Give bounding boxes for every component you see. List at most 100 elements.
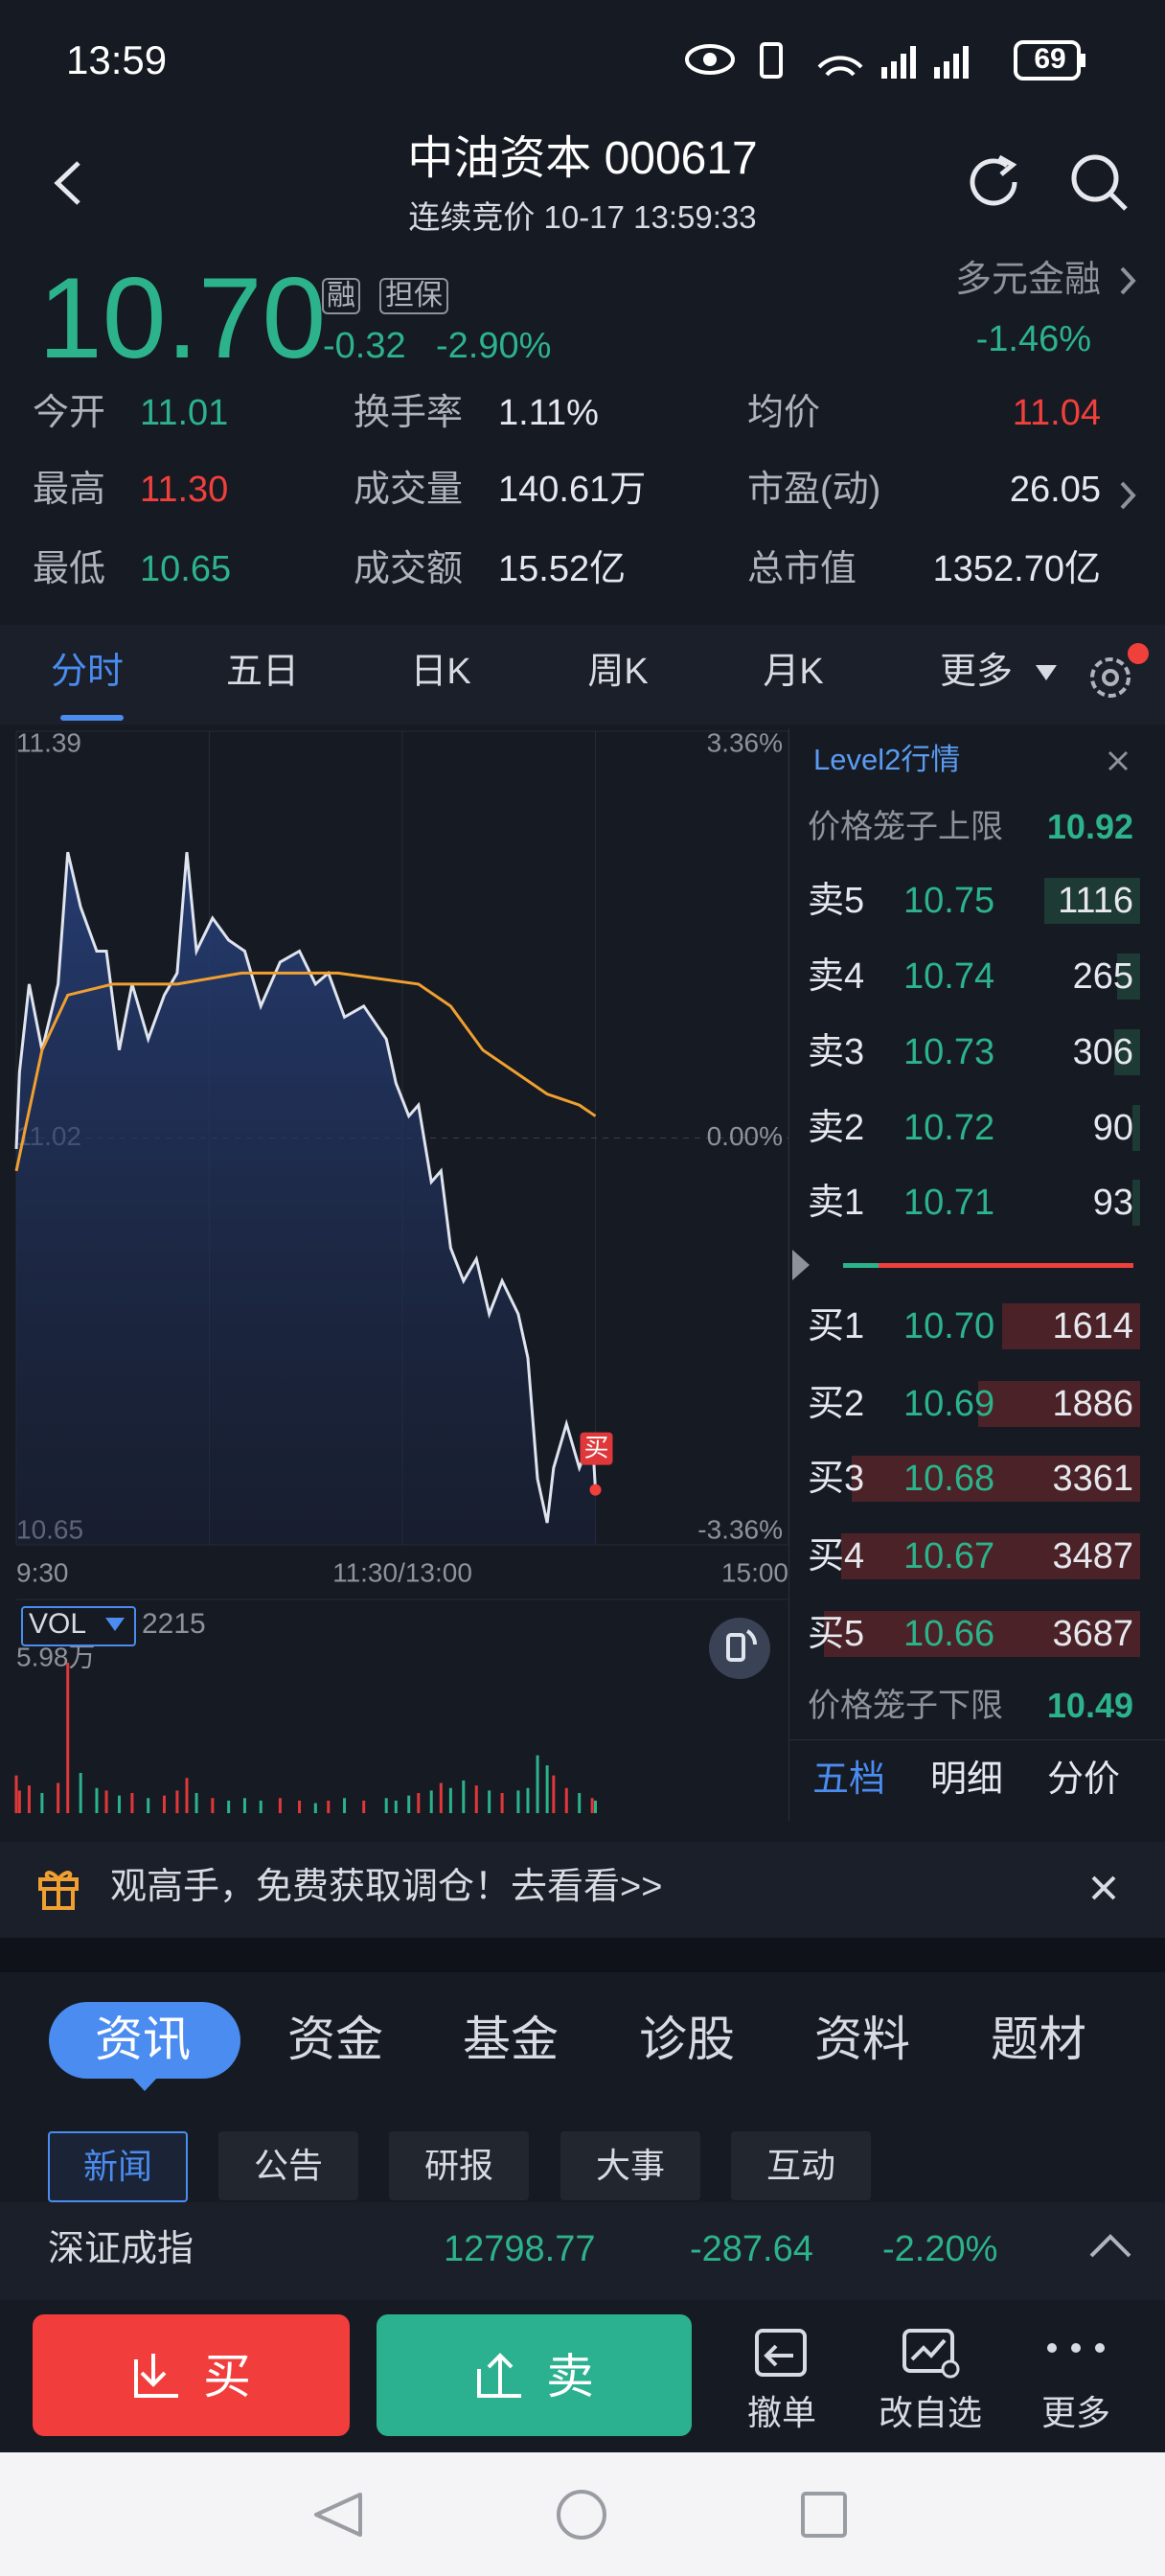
volume-bar [130,1792,134,1813]
buy-button[interactable] [33,2314,350,2436]
news-subtab[interactable]: 公告 [218,2131,358,2200]
close-button[interactable] [1107,749,1130,772]
chart-tab[interactable]: 分时 [50,652,124,692]
volume-bar [57,1782,60,1813]
volume-bar [242,1798,246,1813]
vol-selector[interactable] [21,1606,136,1646]
volume-bar [474,1785,478,1813]
back-button[interactable] [50,159,88,207]
order-label: 买2 [808,1384,865,1424]
news-subtab[interactable]: 互动 [731,2131,871,2200]
volume-bar [1044,878,1140,924]
y-tick-label: 11.39 [16,727,81,757]
rotate-button[interactable] [707,1616,774,1683]
volume-bar [14,1775,18,1813]
vol-value: 2215 [142,1608,206,1640]
news-tab[interactable]: 题材 [991,2012,1086,2066]
action-label[interactable]: 改自选 [878,2393,982,2432]
action-label[interactable]: 撤单 [746,2393,816,2432]
settings-button[interactable] [1083,643,1165,705]
order-price: 10.75 [903,881,995,921]
stat-label: 今开 [33,393,106,433]
close-button[interactable] [1090,1874,1117,1901]
stat-label: 成交量 [354,470,464,510]
chart-tab[interactable]: 日K [410,652,471,692]
order-price: 10.69 [903,1384,995,1424]
stat-label: 最高 [33,470,106,510]
order-price: 10.70 [903,1306,995,1346]
sector-link[interactable]: 多元金融 [954,260,1101,300]
chart-tab[interactable]: 月K [763,652,824,692]
order-volume: 3487 [1052,1536,1133,1576]
price-limit-label: 价格笼子上限 [808,809,1003,845]
order-price: 10.74 [903,956,995,997]
stat-label: 成交额 [354,549,464,589]
refresh-button[interactable] [963,151,1024,213]
order-label: 买1 [808,1306,865,1346]
news-subtab[interactable]: 研报 [389,2131,529,2200]
order-volume: 3687 [1052,1614,1133,1654]
orderbook-tab[interactable]: 明细 [930,1760,1004,1800]
news-tab[interactable]: 资讯 [95,2012,191,2066]
stat-value: 140.61万 [498,470,647,510]
order-label: 买5 [808,1614,865,1654]
news-subtab[interactable]: 大事 [560,2131,700,2200]
index-bar[interactable] [0,2202,1165,2300]
stat-value: 11.01 [140,393,229,433]
sell-label: 卖 [546,2350,594,2404]
volume-bar [1131,1105,1140,1151]
index-name: 深证成指 [48,2229,194,2269]
volume-bar [552,1775,556,1813]
chevron [1120,266,1136,295]
volume-bar [407,1795,411,1813]
order-label: 卖4 [808,956,865,997]
news-tab[interactable]: 资料 [814,2012,910,2066]
news-tab[interactable]: 诊股 [639,2012,735,2066]
pct-tick-label: 3.36% [707,727,783,757]
order-label: 卖3 [808,1032,865,1072]
chart-tab[interactable]: 五日 [225,652,299,692]
volume-bar [394,1800,398,1813]
price-limit-label: 价格笼子下限 [808,1688,1003,1724]
volume-bar [259,1800,263,1813]
order-volume: 3361 [1052,1459,1133,1499]
divider [788,1739,1165,1740]
stat-label: 市盈(动) [747,470,881,510]
expand-icon[interactable] [1088,2233,1132,2260]
stat-label: 均价 [747,393,821,433]
volume-bar [79,1772,82,1813]
chart-tab[interactable]: 周K [587,652,649,692]
volume-bar [429,1790,433,1813]
chevron [1120,481,1136,510]
volume-bar [1113,1029,1140,1075]
promo-banner[interactable] [0,1842,1165,1938]
pct-tick-label: 0.00% [707,1121,783,1151]
volume-bar [104,1790,108,1813]
volume-bar [194,1792,198,1813]
action-label[interactable]: 更多 [1040,2393,1110,2432]
news-subtab[interactable]: 新闻 [48,2131,188,2202]
sell-button[interactable] [377,2314,692,2436]
volume-bar [500,1792,504,1813]
sector-change: -1.46% [975,319,1091,359]
orderbook-tab[interactable]: 分价 [1047,1760,1121,1800]
search-button[interactable] [1068,151,1130,213]
status-icons [685,40,1085,80]
orderbook-tab[interactable]: 五档 [812,1760,886,1800]
x-tick-label: 15:00 [721,1557,788,1587]
order-price: 10.73 [903,1032,995,1072]
volume-bar [1117,954,1140,1000]
news-tab[interactable]: 基金 [463,2012,559,2066]
volume-bar [40,1792,44,1813]
order-volume: 1614 [1052,1306,1133,1346]
volume-bar [840,1533,1140,1579]
order-label: 卖2 [808,1108,865,1148]
news-tab[interactable]: 资金 [287,2012,383,2066]
chart-tab[interactable]: 更多 [939,652,1013,692]
volume-bar [185,1778,189,1813]
spacer [0,1938,1165,1972]
buy-icon [134,2354,178,2398]
order-volume: 1116 [1058,881,1133,921]
